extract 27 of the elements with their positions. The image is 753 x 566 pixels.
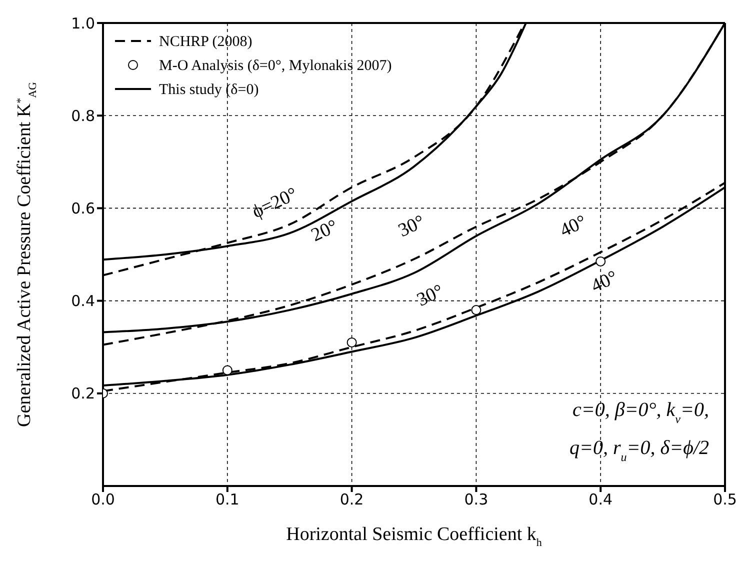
y-tick-label: 1.0 [71, 14, 95, 32]
x-tick-label: 0.2 [340, 490, 364, 509]
point [471, 305, 482, 316]
x-tick-label: 0.4 [588, 490, 613, 509]
x-axis-title: Horizontal Seismic Coefficient k$_{h}$ [286, 524, 542, 549]
x-tick-label: 0.5 [713, 490, 737, 509]
annotation: ϕ=20° [248, 184, 301, 223]
y-tick-label: 0.6 [71, 200, 95, 218]
legend-label: NCHRP (2008) [159, 34, 252, 50]
x-tick-label: 0.3 [464, 490, 488, 509]
x-tick-label: 0.0 [91, 490, 115, 509]
legend-label: This study (δ=0) [159, 82, 259, 98]
annotation: 20° [308, 216, 342, 246]
legend-label: M-O Analysis (δ=0°, Mylonakis 2007) [159, 58, 392, 74]
annotation: 40° [556, 211, 590, 242]
point [596, 256, 606, 266]
y-tick-label: 0.4 [71, 292, 95, 310]
point [346, 337, 357, 348]
point [222, 365, 232, 376]
y-tick-label: 0.8 [71, 106, 95, 125]
annotation: 30° [395, 211, 428, 242]
annotation: c=0, β=0°, k$_{v}$=0, [572, 399, 709, 426]
y-tick-label: 0.2 [71, 384, 95, 403]
annotation: 30° [414, 280, 447, 311]
x-tick-label: 0.1 [215, 490, 240, 509]
annotation: q=0, r$_{u}$=0, δ=ϕ/2 [570, 437, 709, 464]
annotation: 40° [588, 266, 621, 298]
